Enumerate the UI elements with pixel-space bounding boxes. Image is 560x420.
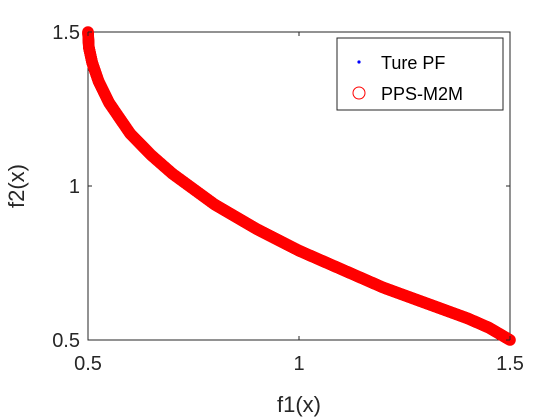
x-tick-label: 1 xyxy=(293,353,304,375)
ture-pf-point xyxy=(89,54,92,57)
ture-pf-point xyxy=(90,57,93,61)
y-tick-label: 0.5 xyxy=(52,330,80,352)
series-markers xyxy=(82,26,516,346)
ture-pf-point xyxy=(89,52,92,55)
x-tick-label: 0.5 xyxy=(74,353,102,375)
legend-box xyxy=(336,37,504,111)
ture-pf-point xyxy=(87,41,90,45)
legend: Ture PF PPS-M2M xyxy=(336,37,504,111)
ture-pf-point xyxy=(87,39,90,43)
legend-label-ture-pf: Ture PF xyxy=(381,53,445,73)
legend-label-pps-m2m: PPS-M2M xyxy=(381,84,463,104)
ture-pf-point xyxy=(88,48,91,52)
y-tick-label: 1 xyxy=(69,176,80,198)
x-axis-label: f1(x) xyxy=(277,392,321,417)
y-axis-ticks: 0.5 1 1.5 xyxy=(52,22,510,352)
pps-m2m-point xyxy=(504,334,516,346)
legend-marker-pps-m2m xyxy=(352,86,366,100)
ture-pf-point xyxy=(87,43,90,46)
x-tick-label: 1.5 xyxy=(496,353,524,375)
ture-pf-point xyxy=(87,36,90,39)
legend-marker-ture-pf xyxy=(357,60,361,64)
ture-pf-point xyxy=(87,38,90,41)
y-tick-label: 1.5 xyxy=(52,22,80,44)
ture-pf-point xyxy=(87,45,91,48)
x-axis-ticks: 0.5 1 1.5 xyxy=(74,32,524,375)
y-axis-label: f2(x) xyxy=(4,164,29,208)
